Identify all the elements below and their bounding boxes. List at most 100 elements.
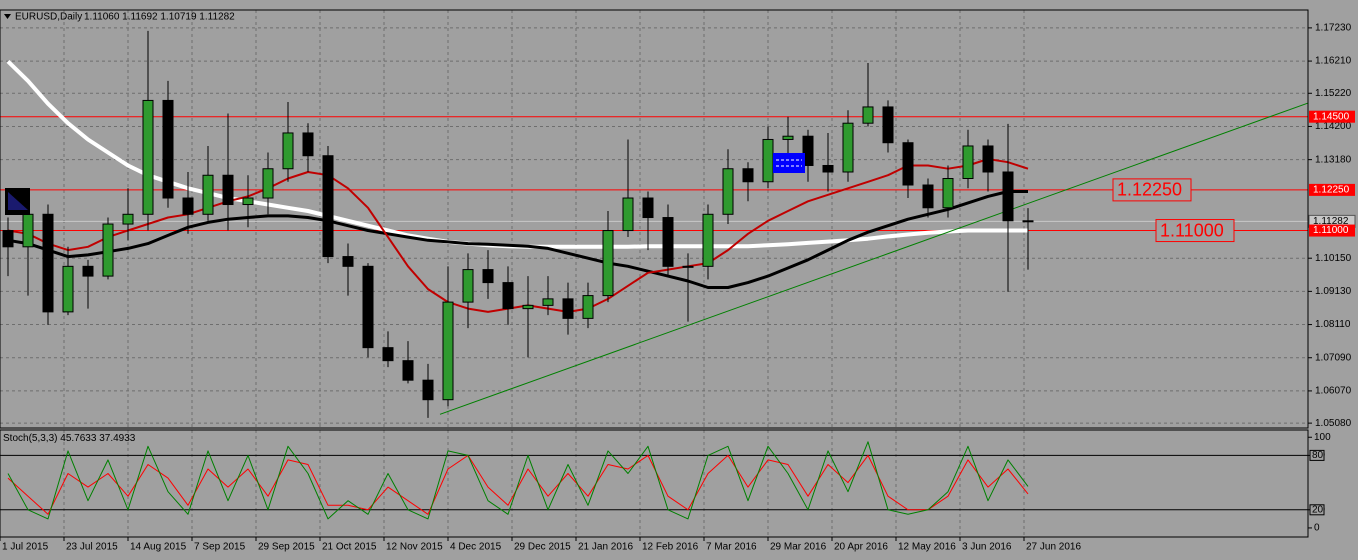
x-tick-label: 12 May 2016: [898, 542, 956, 553]
stoch-level-box: [1309, 449, 1325, 461]
stoch-signal: [7, 454, 1029, 515]
y-tick-label: 1.14200: [1315, 121, 1352, 132]
candle-body: [682, 265, 694, 268]
candle-body: [722, 168, 734, 215]
candle-body: [142, 99, 154, 215]
y-tick-label: 1.09130: [1315, 286, 1352, 297]
candle-body: [1002, 171, 1014, 222]
plot-layer: [2, 30, 1309, 520]
candle-body: [1022, 220, 1034, 223]
x-tick-label: 21 Oct 2015: [322, 542, 377, 553]
candle-body: [182, 197, 194, 215]
x-tick-label: 4 Dec 2015: [450, 542, 502, 553]
candle-body: [862, 106, 874, 124]
stoch-tick-label: 100: [1314, 432, 1331, 443]
x-tick-label: 20 Apr 2016: [834, 542, 888, 553]
candle-body: [422, 379, 434, 401]
candle-body: [262, 168, 274, 199]
candle-body: [782, 135, 794, 140]
y-tick-label: 1.17230: [1315, 23, 1352, 34]
x-tick-label: 29 Dec 2015: [514, 542, 571, 553]
y-tick-label: 1.07090: [1315, 352, 1352, 363]
x-tick-label: 14 Aug 2015: [130, 542, 187, 553]
candle-body: [842, 122, 854, 173]
candle-body: [502, 282, 514, 310]
candle-body: [902, 142, 914, 186]
menu-arrow: [4, 14, 11, 19]
level-callout: 1.12250: [1117, 180, 1182, 200]
stoch-main: [7, 441, 1029, 520]
x-tick-label: 12 Feb 2016: [642, 542, 699, 553]
candle-body: [822, 164, 834, 173]
zone-rect: [773, 153, 805, 173]
candle-body: [202, 174, 214, 215]
candle-body: [562, 298, 574, 319]
candle-body: [582, 295, 594, 319]
y-tick-label: 1.15220: [1315, 88, 1352, 99]
candle-body: [302, 132, 314, 157]
stoch-main-value: 45.7633: [60, 433, 97, 444]
candle-body: [742, 168, 754, 183]
y-tick-label: 1.05080: [1315, 418, 1352, 429]
candle-body: [482, 269, 494, 284]
y-tick-label: 1.10150: [1315, 253, 1352, 264]
candle-body: [662, 217, 674, 267]
moving-average: [7, 190, 1028, 289]
level-box: [1309, 110, 1355, 123]
x-tick-label: 29 Mar 2016: [770, 542, 827, 553]
candle-body: [442, 301, 454, 401]
candle-body: [922, 184, 934, 209]
candle-body: [342, 256, 354, 267]
candle-body: [162, 99, 174, 199]
stoch-level-label: 20: [1312, 504, 1324, 515]
level-callout: 1.11000: [1160, 220, 1224, 240]
candle-body: [122, 213, 134, 225]
main-frame: [0, 9, 1309, 429]
level-callout-box: [1112, 178, 1192, 202]
y-tick-label: 1.13180: [1315, 154, 1352, 165]
candle-body: [242, 197, 254, 206]
y-tick-label: 1.08110: [1315, 319, 1351, 330]
stoch-level-label: 80: [1312, 450, 1324, 461]
x-tick-label: 27 Jun 2016: [1026, 542, 1081, 553]
level-label: 1.11000: [1313, 225, 1349, 236]
x-tick-label: 7 Sep 2015: [194, 542, 246, 553]
candle-body: [322, 155, 334, 258]
candle-body: [962, 145, 974, 180]
x-tick-label: 12 Nov 2015: [386, 542, 443, 553]
candle-body: [622, 197, 634, 232]
candle-body: [222, 174, 234, 206]
candle-body: [702, 213, 714, 267]
candle-body: [982, 145, 994, 173]
price-label: 1.11282: [1313, 216, 1349, 227]
stoch-signal-value: 37.4933: [99, 433, 136, 444]
candle-body: [542, 298, 554, 306]
level-label: 1.12250: [1313, 185, 1350, 196]
level-callout-box: [1155, 219, 1235, 243]
level-label: 1.14500: [1313, 111, 1350, 122]
x-tick-label: 23 Jul 2015: [66, 542, 118, 553]
marker-shape: [8, 192, 28, 210]
candle-body: [382, 347, 394, 362]
candle-body: [42, 213, 54, 313]
candle-body: [762, 138, 774, 183]
candle-body: [462, 269, 474, 303]
stoch-label: Stoch(5,3,3) 45.7633 37.4933: [3, 433, 136, 444]
x-tick-label: 7 Mar 2016: [706, 542, 757, 553]
candle-body: [942, 178, 954, 209]
y-tick-label: 1.06070: [1315, 386, 1352, 397]
candle-body: [362, 265, 374, 349]
stoch-tick-label: 0: [1314, 523, 1320, 534]
x-tick-label: 3 Jun 2016: [962, 542, 1012, 553]
candle-body: [102, 223, 114, 277]
y-tick-label: 1.16210: [1315, 56, 1352, 67]
candle-body: [522, 304, 534, 310]
stoch-name: Stoch(5,3,3): [3, 433, 57, 444]
x-tick-label: 29 Sep 2015: [258, 542, 315, 553]
candle-body: [22, 213, 34, 248]
candle-body: [282, 132, 294, 170]
level-box: [1309, 224, 1355, 237]
candle-body: [882, 106, 894, 144]
candle-body: [602, 230, 614, 297]
